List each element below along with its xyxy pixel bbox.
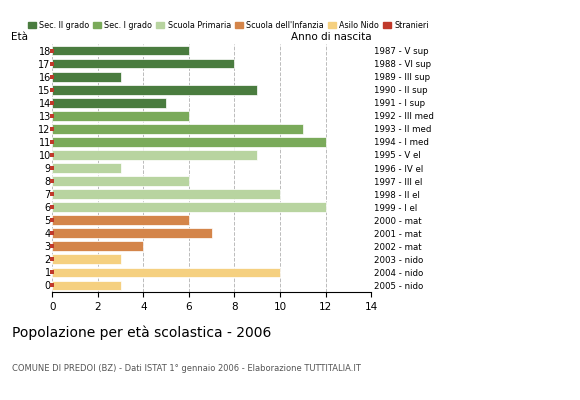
Bar [52, 202, 325, 212]
Bar [52, 72, 121, 82]
Bar [52, 176, 189, 186]
Bar [52, 280, 121, 290]
Bar [52, 163, 121, 173]
Bar [52, 85, 258, 94]
Bar [52, 137, 325, 147]
Bar [52, 111, 189, 121]
Text: COMUNE DI PREDOI (BZ) - Dati ISTAT 1° gennaio 2006 - Elaborazione TUTTITALIA.IT: COMUNE DI PREDOI (BZ) - Dati ISTAT 1° ge… [12, 364, 361, 373]
Bar [52, 59, 234, 68]
Bar [52, 124, 303, 134]
Text: Popolazione per età scolastica - 2006: Popolazione per età scolastica - 2006 [12, 326, 271, 340]
Bar [52, 242, 143, 251]
Bar [52, 254, 121, 264]
Bar [52, 268, 280, 277]
Legend: Sec. II grado, Sec. I grado, Scuola Primaria, Scuola dell'Infanzia, Asilo Nido, : Sec. II grado, Sec. I grado, Scuola Prim… [27, 21, 429, 30]
Bar [52, 150, 258, 160]
Bar [52, 98, 166, 108]
Text: Anno di nascita: Anno di nascita [291, 32, 371, 42]
Bar [52, 46, 189, 56]
Text: Età: Età [10, 32, 28, 42]
Bar [52, 215, 189, 225]
Bar [52, 228, 212, 238]
Bar [52, 189, 280, 199]
